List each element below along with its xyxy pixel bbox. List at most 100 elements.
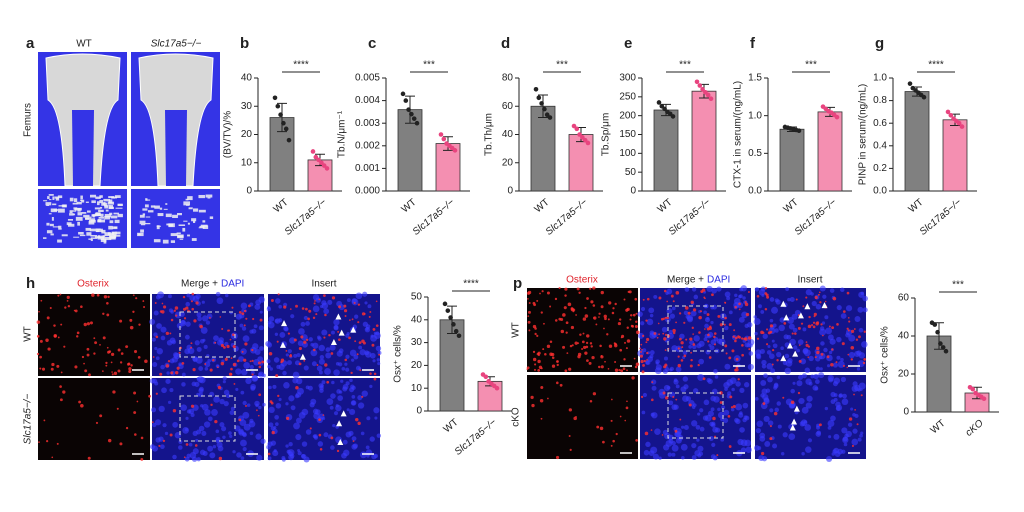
osterix-signal [579, 333, 582, 336]
nucleus [273, 425, 277, 430]
nucleus [771, 306, 779, 314]
bone-texture [75, 216, 83, 221]
nucleus [804, 424, 812, 431]
osterix-signal [86, 322, 91, 326]
nucleus [841, 427, 848, 434]
osterix-signal [688, 403, 692, 407]
osterix-signal [765, 328, 769, 331]
y-tick-label: 100 [619, 148, 636, 159]
osterix-signal [610, 444, 613, 447]
osterix-signal [599, 426, 604, 431]
osterix-signal [313, 302, 316, 305]
nucleus [181, 372, 186, 377]
y-tick-label: 0.003 [355, 118, 380, 129]
y-axis-label: Tb.Th/μm [484, 113, 495, 156]
osterix-signal [603, 327, 605, 330]
nucleus [754, 331, 758, 336]
bone-texture [177, 212, 182, 216]
nucleus [826, 354, 833, 362]
osterix-signal [132, 310, 135, 313]
y-tick-label: 20 [898, 369, 910, 380]
osterix-signal [835, 361, 838, 364]
nucleus [642, 348, 647, 353]
osterix-signal [819, 301, 822, 304]
nucleus [832, 362, 838, 368]
osterix-signal [856, 423, 859, 426]
bone-texture [145, 198, 148, 201]
nucleus [346, 331, 350, 336]
nucleus [198, 425, 205, 432]
nucleus [182, 427, 190, 434]
bone-texture [172, 214, 178, 219]
nucleus [373, 453, 379, 459]
x-tick-label: Slc17a5−/− [283, 197, 329, 238]
osterix-signal [542, 348, 545, 351]
nucleus [297, 340, 304, 347]
osterix-signal [672, 328, 676, 333]
osterix-signal [556, 363, 559, 367]
osterix-signal [546, 291, 550, 295]
nucleus [303, 315, 308, 321]
nucleus [671, 441, 676, 446]
nucleus [290, 314, 295, 319]
osterix-signal [641, 348, 643, 351]
osterix-signal [650, 429, 653, 431]
osterix-signal [680, 359, 684, 362]
osterix-signal [174, 306, 179, 310]
nucleus [787, 297, 791, 302]
nucleus [367, 304, 372, 309]
nucleus [257, 356, 264, 363]
bone-texture [114, 226, 117, 229]
data-point [448, 315, 453, 320]
nucleus [338, 362, 343, 367]
osterix-signal [276, 340, 279, 343]
data-point [662, 106, 667, 112]
x-tick-label: Slc17a5−/− [453, 417, 499, 458]
osterix-signal [706, 327, 710, 331]
osterix-signal [305, 307, 308, 311]
bone-texture [77, 212, 83, 216]
nucleus [186, 293, 191, 298]
nucleus [285, 444, 289, 448]
y-tick-label: 0.0 [748, 186, 762, 197]
nucleus [782, 432, 788, 438]
osterix-signal [569, 448, 572, 451]
osterix-signal [128, 369, 132, 374]
osterix-signal [639, 347, 642, 350]
osterix-signal [256, 409, 258, 412]
osterix-signal [243, 324, 246, 327]
nucleus [312, 294, 320, 301]
osterix-signal [46, 316, 50, 320]
nucleus [176, 322, 183, 329]
osterix-signal [351, 318, 354, 321]
nucleus [691, 420, 698, 427]
osterix-signal [832, 296, 837, 301]
data-point [547, 115, 553, 120]
significance-label: **** [293, 60, 309, 71]
osterix-signal [687, 311, 691, 315]
osterix-signal [831, 348, 834, 351]
nucleus [801, 451, 805, 456]
osterix-signal [613, 343, 618, 348]
nucleus [799, 421, 806, 427]
osterix-signal [369, 311, 372, 313]
nucleus [160, 326, 167, 333]
osterix-signal [735, 357, 739, 361]
nucleus [178, 440, 183, 444]
nucleus [362, 321, 369, 327]
osterix-signal [172, 409, 177, 413]
osterix-signal [562, 345, 566, 349]
osterix-signal [848, 320, 851, 323]
osterix-signal [126, 362, 130, 366]
nucleus [207, 445, 214, 452]
nucleus [692, 388, 699, 394]
nucleus [213, 335, 219, 342]
osterix-signal [348, 336, 351, 340]
nucleus [745, 446, 752, 453]
nucleus [680, 386, 687, 393]
nucleus [815, 366, 821, 371]
osterix-signal [733, 329, 736, 332]
osterix-signal [798, 344, 801, 346]
bone-texture [72, 213, 76, 216]
osterix-signal [80, 404, 84, 408]
